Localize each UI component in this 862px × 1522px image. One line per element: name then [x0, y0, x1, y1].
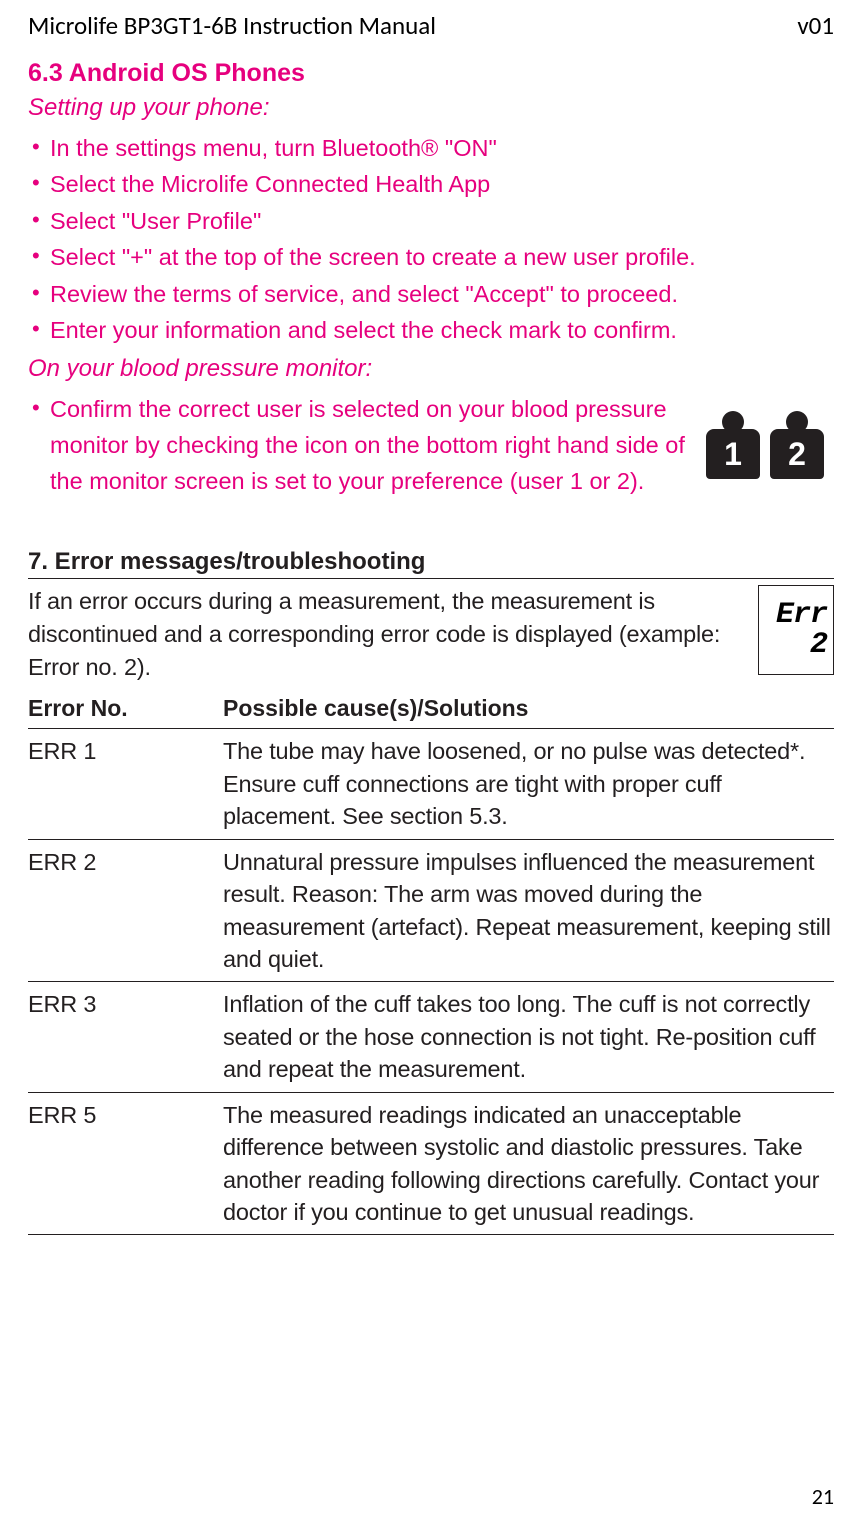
section-7-intro-row: If an error occurs during a measurement,… — [28, 585, 834, 684]
monitor-list: Confirm the correct user is selected on … — [28, 391, 688, 500]
err-line1: Err — [776, 600, 827, 630]
page-number: 21 — [812, 1483, 834, 1510]
err-line2: 2 — [810, 630, 827, 660]
phone-setup-list: In the settings menu, turn Bluetooth® "O… — [28, 130, 834, 349]
table-row: ERR 3 Inflation of the cuff takes too lo… — [28, 982, 834, 1092]
phone-setup-subtitle: Setting up your phone: — [28, 94, 834, 122]
err-no: ERR 1 — [28, 729, 223, 839]
list-item: Confirm the correct user is selected on … — [32, 391, 688, 500]
monitor-subtitle: On your blood pressure monitor: — [28, 355, 834, 383]
user-icons: 1 2 — [706, 411, 834, 479]
manual-title: Microlife BP3GT1-6B Instruction Manual — [28, 10, 436, 41]
user-1-icon: 1 — [706, 411, 760, 479]
table-row: ERR 5 The measured readings indicated an… — [28, 1092, 834, 1235]
list-item: Enter your information and select the ch… — [32, 312, 834, 348]
error-display-icon: Err 2 — [758, 585, 834, 675]
user-2-label: 2 — [770, 429, 824, 479]
err-no: ERR 5 — [28, 1092, 223, 1235]
page-header: Microlife BP3GT1-6B Instruction Manual v… — [28, 10, 834, 41]
list-item: In the settings menu, turn Bluetooth® "O… — [32, 130, 834, 166]
table-row: ERR 2 Unnatural pressure impulses influe… — [28, 839, 834, 982]
col-cause: Possible cause(s)/Solutions — [223, 691, 834, 729]
section-6-3-title: 6.3 Android OS Phones — [28, 59, 834, 88]
err-desc: The tube may have loosened, or no pulse … — [223, 729, 834, 839]
err-desc: Unnatural pressure impulses influenced t… — [223, 839, 834, 982]
user-2-icon: 2 — [770, 411, 824, 479]
err-no: ERR 2 — [28, 839, 223, 982]
err-no: ERR 3 — [28, 982, 223, 1092]
manual-version: v01 — [797, 10, 834, 41]
error-table: Error No. Possible cause(s)/Solutions ER… — [28, 691, 834, 1235]
list-item: Select "User Profile" — [32, 203, 834, 239]
user-1-label: 1 — [706, 429, 760, 479]
list-item: Review the terms of service, and select … — [32, 276, 834, 312]
err-desc: Inflation of the cuff takes too long. Th… — [223, 982, 834, 1092]
section-7-title: 7. Error messages/troubleshooting — [28, 548, 834, 579]
list-item: Select "+" at the top of the screen to c… — [32, 239, 834, 275]
monitor-block: Confirm the correct user is selected on … — [28, 391, 834, 500]
table-row: ERR 1 The tube may have loosened, or no … — [28, 729, 834, 839]
list-item: Select the Microlife Connected Health Ap… — [32, 166, 834, 202]
section-6-3: 6.3 Android OS Phones Setting up your ph… — [28, 59, 834, 500]
col-error-no: Error No. — [28, 691, 223, 729]
err-desc: The measured readings indicated an unacc… — [223, 1092, 834, 1235]
section-7-intro: If an error occurs during a measurement,… — [28, 585, 744, 684]
